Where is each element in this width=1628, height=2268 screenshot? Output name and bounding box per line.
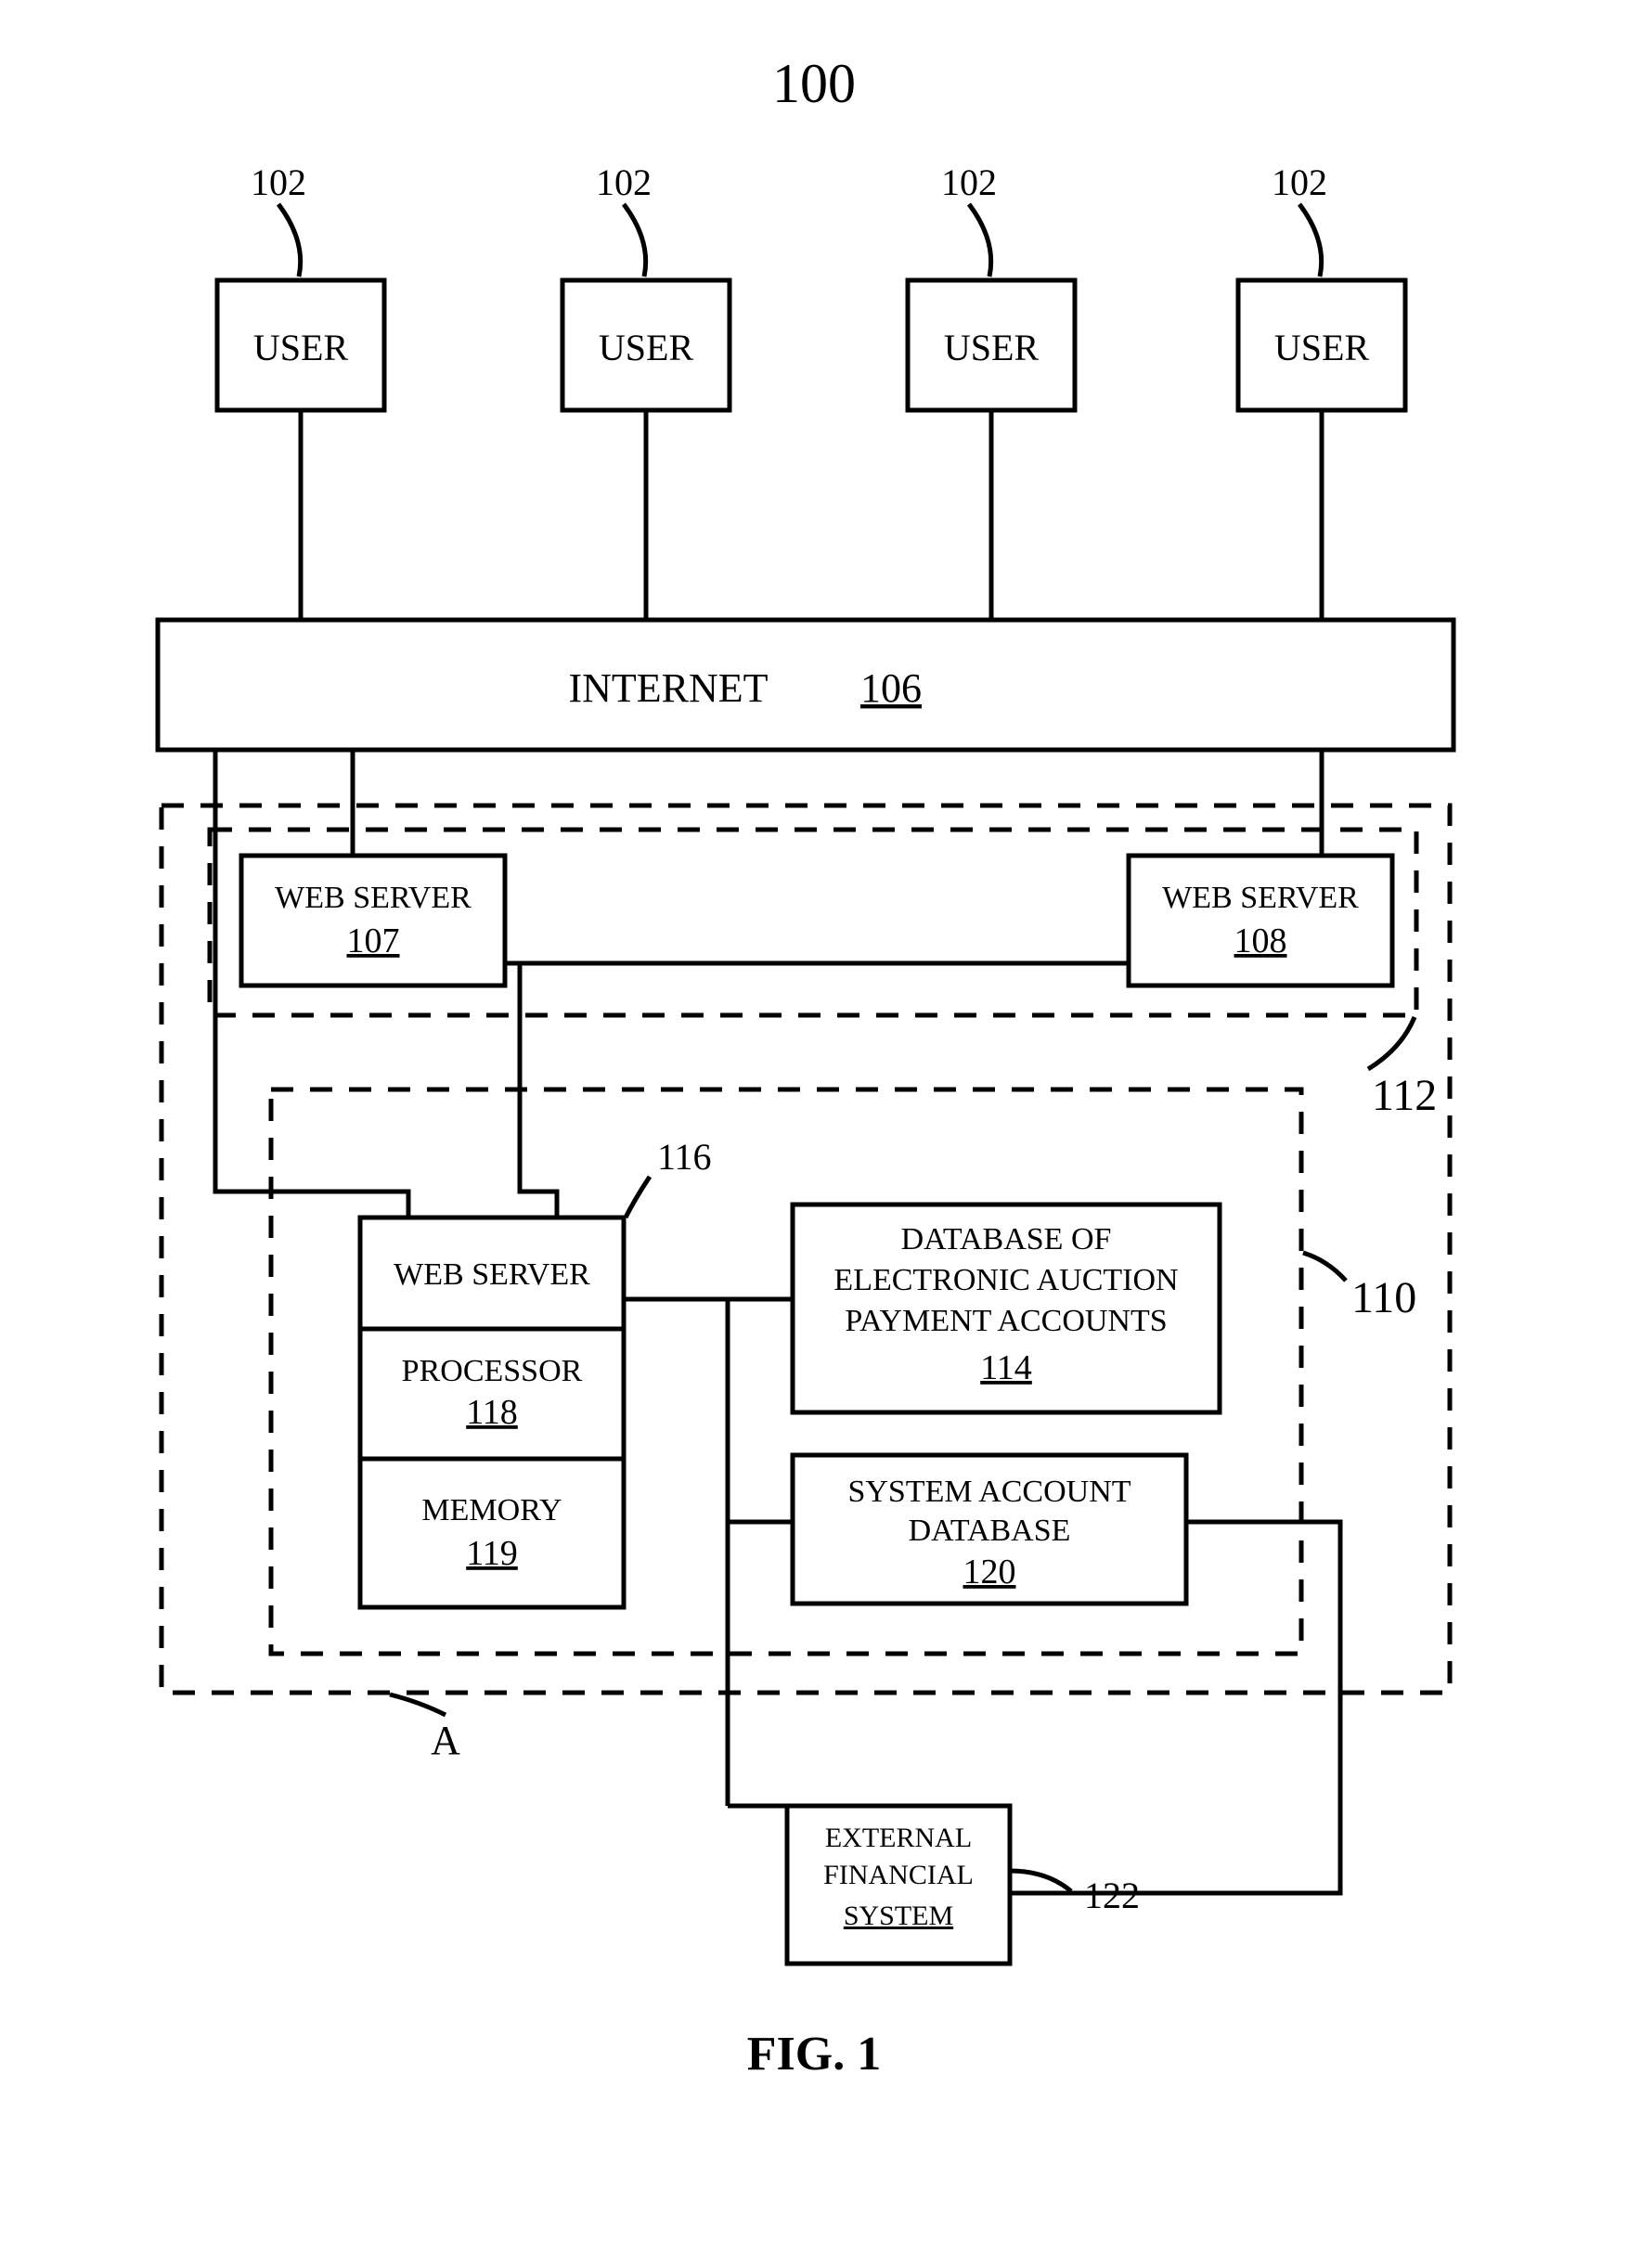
mem-label: MEMORY [421,1493,562,1527]
user-4-label: USER [1274,327,1370,368]
db120-l2: DATABASE [909,1514,1071,1548]
internet-box: INTERNET 106 [158,620,1454,750]
ext-l2: FINANCIAL [823,1860,974,1890]
diagram-canvas: 100 USER 102 USER 102 USER 102 USER 102 … [0,0,1628,2268]
internet-label: INTERNET [568,665,768,711]
leader-116 [626,1177,650,1218]
processor-118: PROCESSOR 118 [360,1329,624,1459]
user-4-ref: 102 [1272,161,1327,203]
memory-119: MEMORY 119 [360,1459,624,1607]
ws116-label: WEB SERVER [394,1257,590,1292]
db114-l2: ELECTRONIC AUCTION [833,1263,1178,1297]
ws116-ref: 116 [657,1136,712,1178]
ws107-label: WEB SERVER [275,881,472,915]
user-2-label: USER [599,327,694,368]
user-3-label: USER [944,327,1040,368]
db114-ref: 114 [980,1348,1032,1387]
db120-ref: 120 [963,1553,1016,1591]
leader-112 [1368,1017,1415,1069]
ext-ref: 122 [1084,1875,1140,1916]
region-outer-ref: A [431,1718,460,1763]
leader-122 [1010,1871,1071,1891]
user-box-4: USER 102 [1238,161,1405,410]
ws108-label: WEB SERVER [1162,881,1359,915]
internet-ref: 106 [860,665,922,711]
external-financial-system: EXTERNAL FINANCIAL SYSTEM [787,1806,1010,1964]
leader-110 [1303,1253,1346,1281]
user-2-ref: 102 [596,161,652,203]
ext-l3: SYSTEM [844,1901,953,1931]
leader-A [390,1695,446,1715]
db120-l1: SYSTEM ACCOUNT [847,1475,1131,1509]
figure-caption: FIG. 1 [747,2028,881,2081]
figure-ref-100: 100 [772,53,856,114]
user-1-ref: 102 [251,161,306,203]
database-120: SYSTEM ACCOUNT DATABASE 120 [793,1455,1186,1604]
ext-l1: EXTERNAL [825,1823,972,1853]
web-server-107: WEB SERVER 107 [241,856,505,986]
database-114: DATABASE OF ELECTRONIC AUCTION PAYMENT A… [793,1205,1220,1412]
ws108-ref: 108 [1234,921,1287,960]
user-1-label: USER [253,327,349,368]
region-inner-110-ref: 110 [1351,1273,1416,1322]
user-box-2: USER 102 [562,161,730,410]
web-server-116: WEB SERVER [360,1218,624,1329]
web-server-108: WEB SERVER 108 [1129,856,1392,986]
region-row-112-ref: 112 [1372,1071,1437,1120]
proc-ref: 118 [466,1393,518,1432]
proc-label: PROCESSOR [402,1354,583,1388]
user-3-ref: 102 [941,161,997,203]
mem-ref: 119 [466,1534,518,1573]
user-box-3: USER 102 [908,161,1075,410]
ws107-ref: 107 [347,921,400,960]
db114-l3: PAYMENT ACCOUNTS [845,1304,1167,1338]
user-box-1: USER 102 [217,161,384,410]
db114-l1: DATABASE OF [901,1222,1112,1256]
user-ref-leaders [278,204,1322,277]
